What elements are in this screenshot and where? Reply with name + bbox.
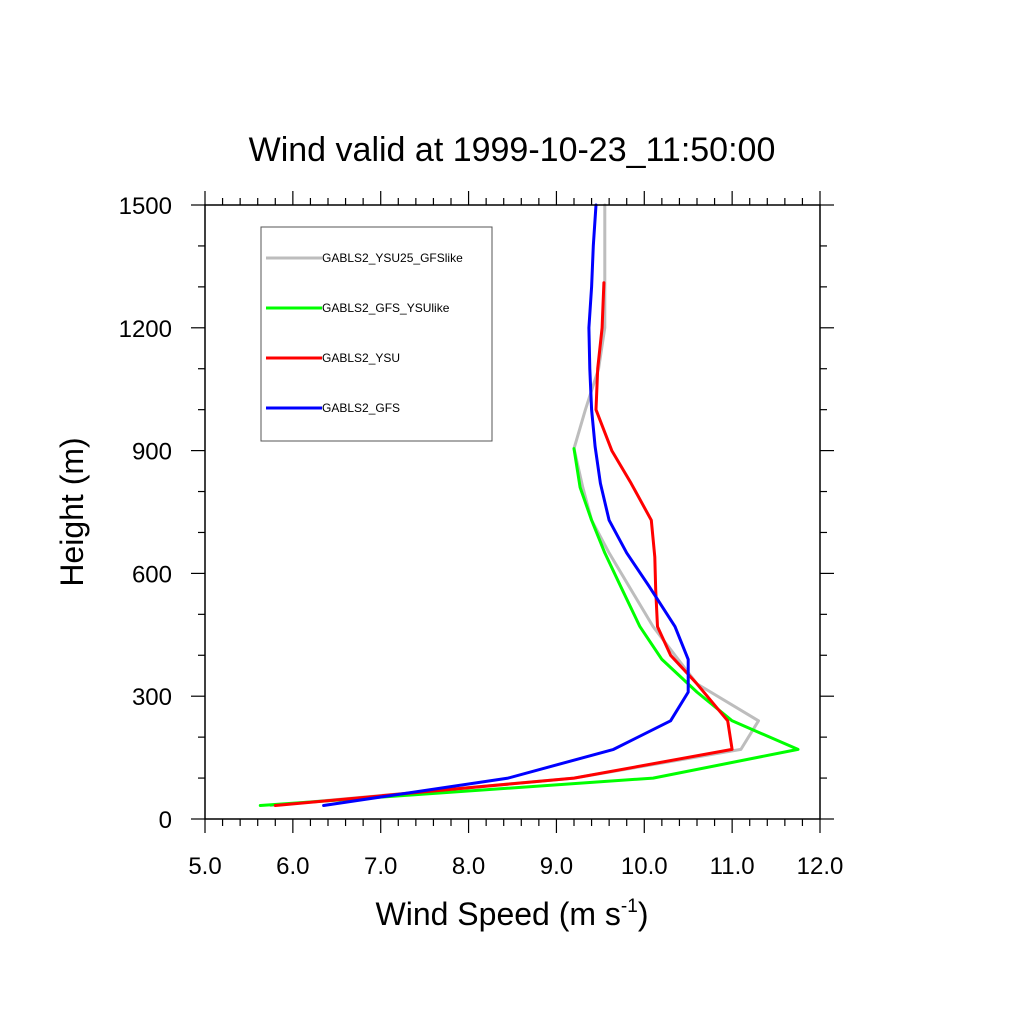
x-tick-label: 12.0 <box>797 853 844 880</box>
series-line-gabls2-ysu <box>273 281 734 807</box>
chart-title: Wind valid at 1999-10-23_11:50:00 <box>249 131 776 169</box>
y-tick-label: 900 <box>132 439 172 466</box>
x-tick-label: 9.0 <box>540 853 573 880</box>
y-tick-label: 1500 <box>119 193 172 220</box>
tick-layer <box>191 191 834 833</box>
x-tick-label: 10.0 <box>621 853 668 880</box>
legend-label: GABLS2_GFS <box>322 401 400 415</box>
x-tick-labels: 5.0 6.0 7.0 8.0 9.0 10.0 11.0 12.0 <box>188 853 843 880</box>
x-tick-label: 11.0 <box>710 853 755 880</box>
y-tick-label: 600 <box>132 561 172 588</box>
x-axis-title-end: ) <box>638 896 649 932</box>
y-tick-label: 0 <box>159 807 172 834</box>
x-tick-label: 8.0 <box>452 853 485 880</box>
x-axis-title-superscript: -1 <box>621 896 638 917</box>
legend-label: GABLS2_YSU25_GFSlike <box>322 251 463 265</box>
legend-label: GABLS2_GFS_YSUlike <box>322 301 450 315</box>
x-tick-label: 5.0 <box>188 853 221 880</box>
x-tick-label: 6.0 <box>276 853 309 880</box>
y-tick-label: 300 <box>132 684 172 711</box>
series-line-gabls2-gfs-ysulike <box>258 447 800 807</box>
legend-box <box>260 226 493 442</box>
y-tick-label: 1200 <box>119 316 172 343</box>
x-axis-title: Wind Speed (m s-1) <box>376 896 649 932</box>
legend: GABLS2_YSU25_GFSlike GABLS2_GFS_YSUlike GA… <box>260 226 493 442</box>
y-axis-title: Height (m) <box>54 437 90 586</box>
series-layer <box>258 203 800 807</box>
series-line-gabls2-ysu25-gfslike <box>269 203 760 807</box>
series-line-gabls2-gfs <box>322 203 690 807</box>
x-tick-label: 7.0 <box>364 853 397 880</box>
y-tick-labels: 0 300 600 900 1200 1500 <box>119 193 172 834</box>
x-axis-title-text: Wind Speed (m s <box>376 896 621 932</box>
plot-frame <box>204 204 821 820</box>
legend-label: GABLS2_YSU <box>322 351 400 365</box>
